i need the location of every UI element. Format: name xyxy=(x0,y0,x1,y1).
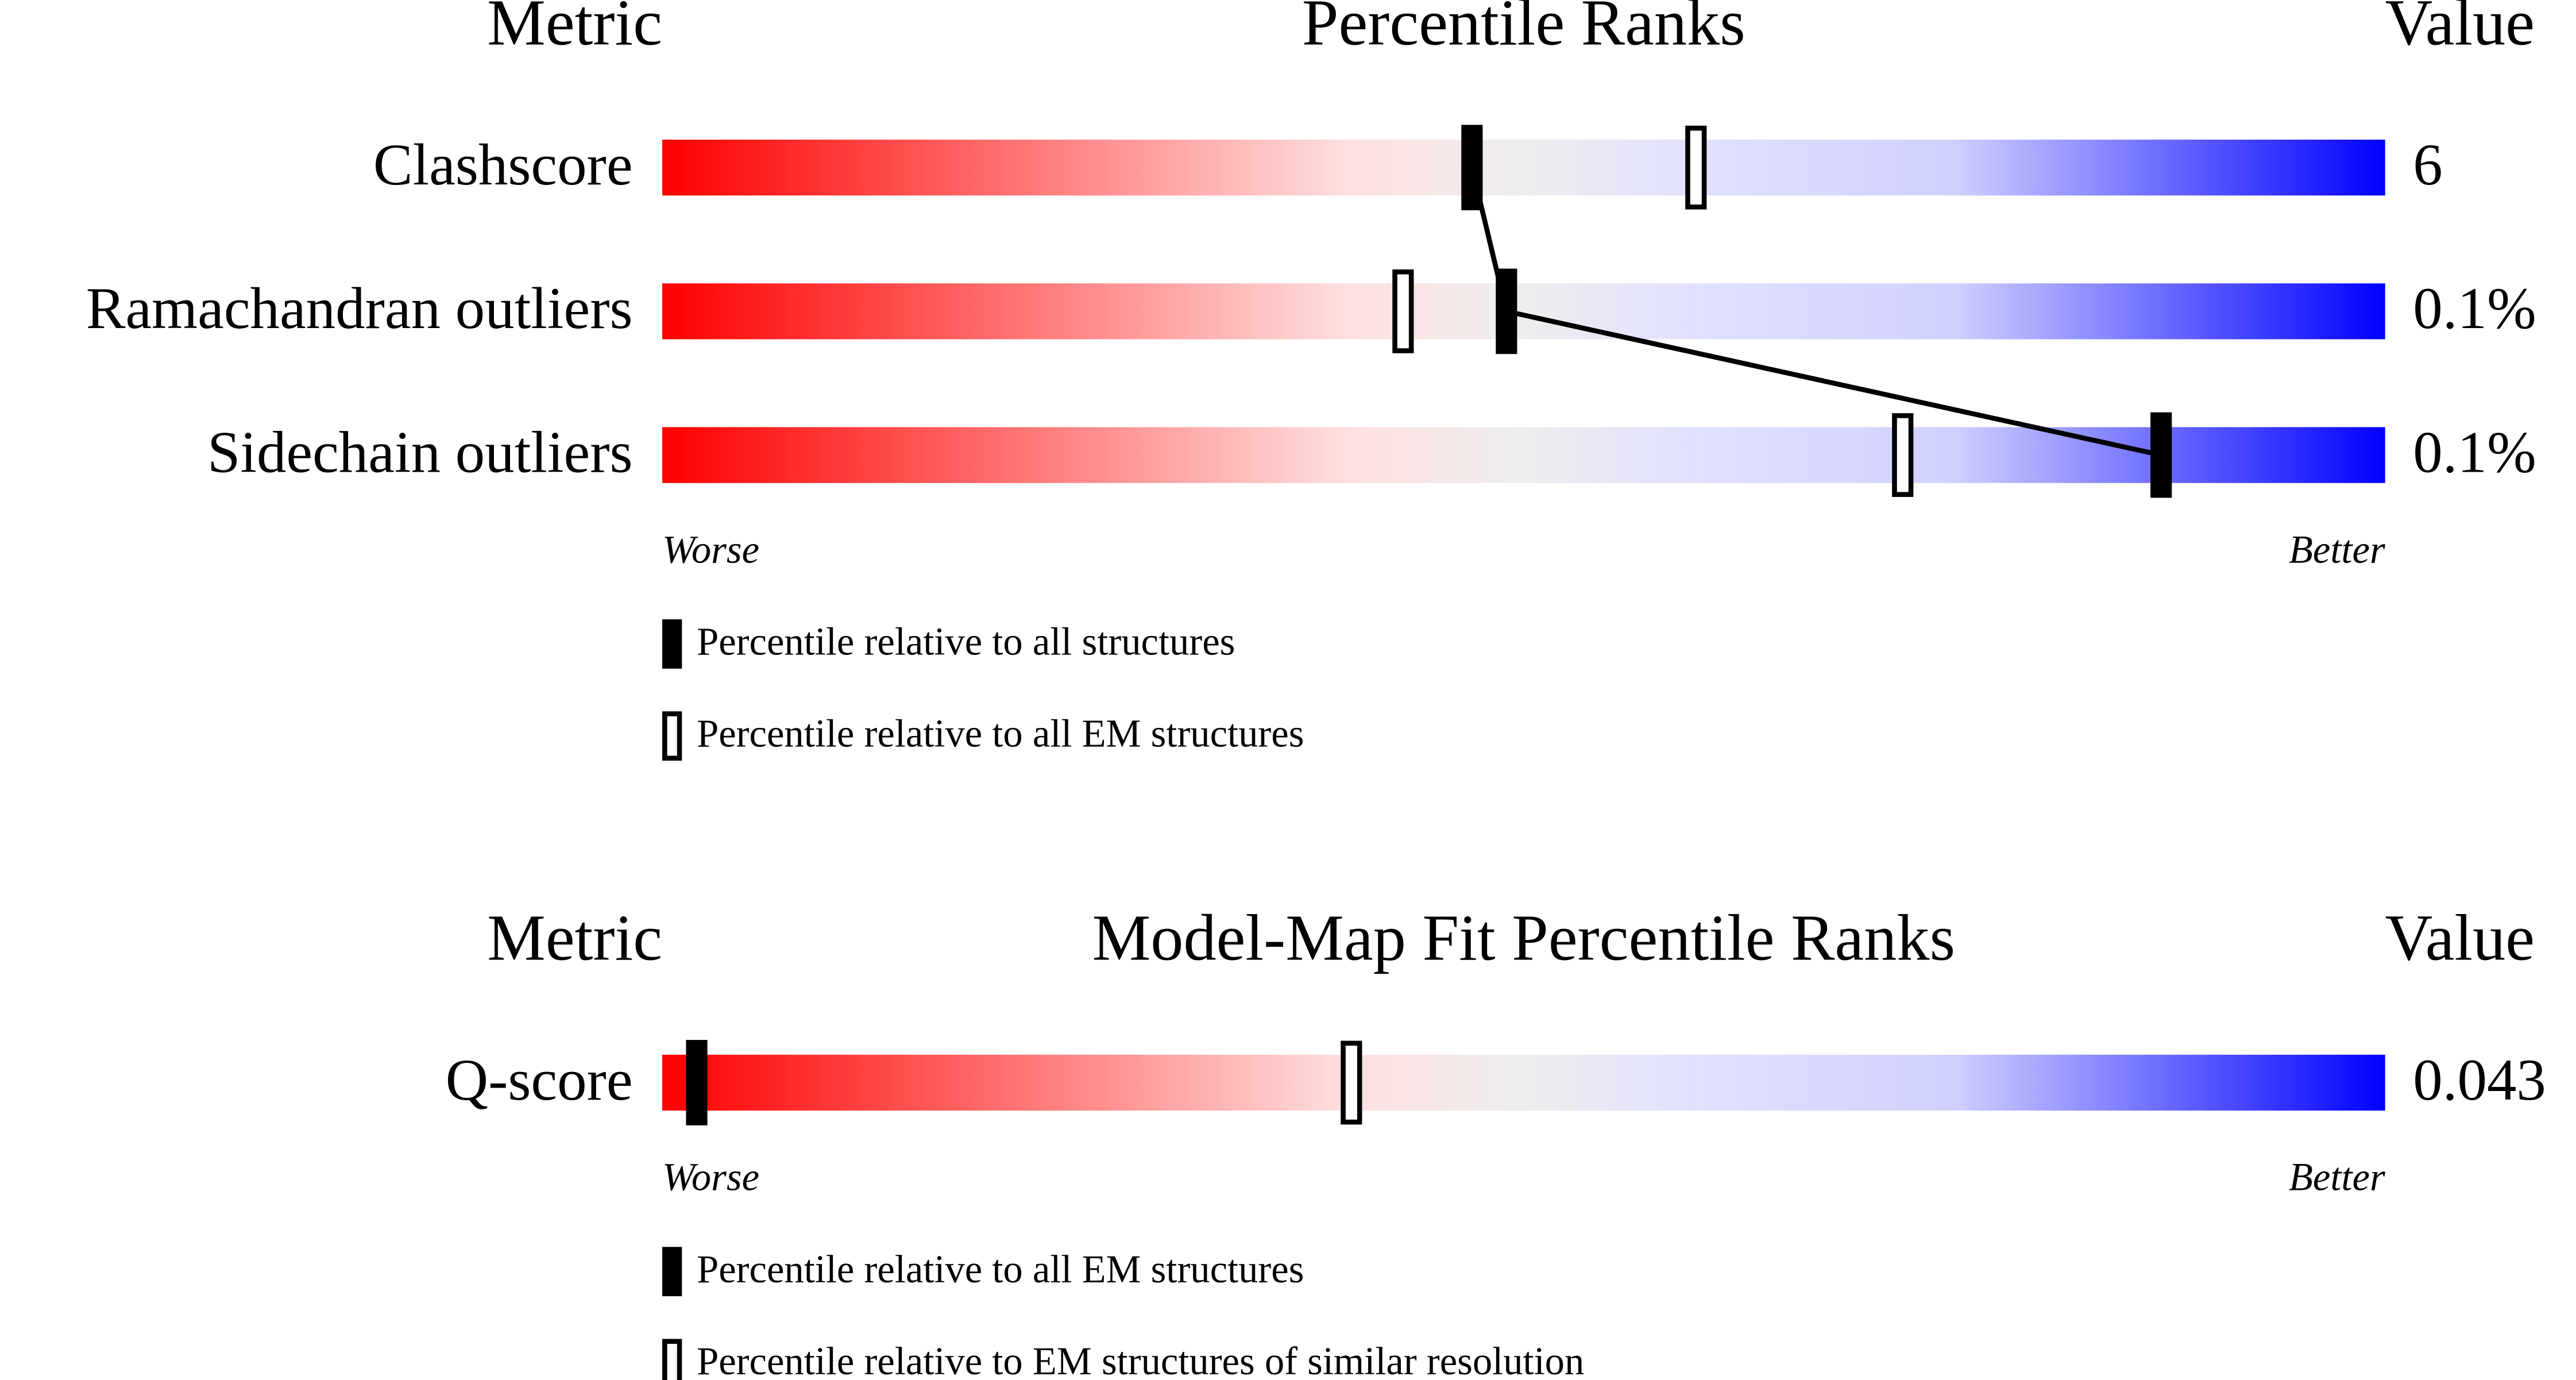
legend-swatch xyxy=(662,619,682,669)
percentile-marker xyxy=(1392,269,1414,353)
percentile-marker xyxy=(686,1040,708,1125)
metric-header: Metric xyxy=(487,901,662,974)
chart-title: Model-Map Fit Percentile Ranks xyxy=(1092,901,1956,974)
percentile-marker xyxy=(1892,413,1914,498)
chart-title: Percentile Ranks xyxy=(1302,0,1745,59)
percentile-marker xyxy=(2150,412,2172,498)
better-label: Better xyxy=(2289,527,2385,571)
percentile-marker xyxy=(1461,125,1483,211)
percentile-marker xyxy=(1341,1040,1362,1125)
percentile-bar xyxy=(662,283,2385,340)
value-header: Value xyxy=(2385,0,2535,59)
metric-header: Metric xyxy=(487,0,662,59)
legend-swatch xyxy=(662,1247,682,1297)
legend-swatch xyxy=(662,1339,682,1380)
percentile-bar xyxy=(662,1054,2385,1111)
metric-value: 6 xyxy=(2413,132,2442,198)
percentile-marker xyxy=(1496,268,1517,354)
legend-swatch xyxy=(662,711,682,761)
value-header: Value xyxy=(2385,901,2535,974)
legend-label: Percentile relative to all EM structures xyxy=(697,1247,1304,1291)
legend-label: Percentile relative to all EM structures xyxy=(697,712,1304,755)
metric-label: Sidechain outliers xyxy=(207,419,632,485)
percentile-bar xyxy=(662,140,2385,196)
percentile-marker xyxy=(1685,125,1707,210)
legend-label: Percentile relative to all structures xyxy=(697,620,1235,664)
metric-value: 0.043 xyxy=(2413,1047,2546,1113)
worse-label: Worse xyxy=(662,1155,759,1199)
legend-label: Percentile relative to EM structures of … xyxy=(697,1339,1584,1380)
metric-label: Q-score xyxy=(446,1047,633,1113)
metric-value: 0.1% xyxy=(2413,276,2536,341)
metric-value: 0.1% xyxy=(2413,419,2536,485)
percentile-bar xyxy=(662,427,2385,483)
metric-label: Clashscore xyxy=(373,132,633,198)
worse-label: Worse xyxy=(662,527,759,571)
metric-label: Ramachandran outliers xyxy=(86,276,633,341)
better-label: Better xyxy=(2289,1155,2385,1199)
